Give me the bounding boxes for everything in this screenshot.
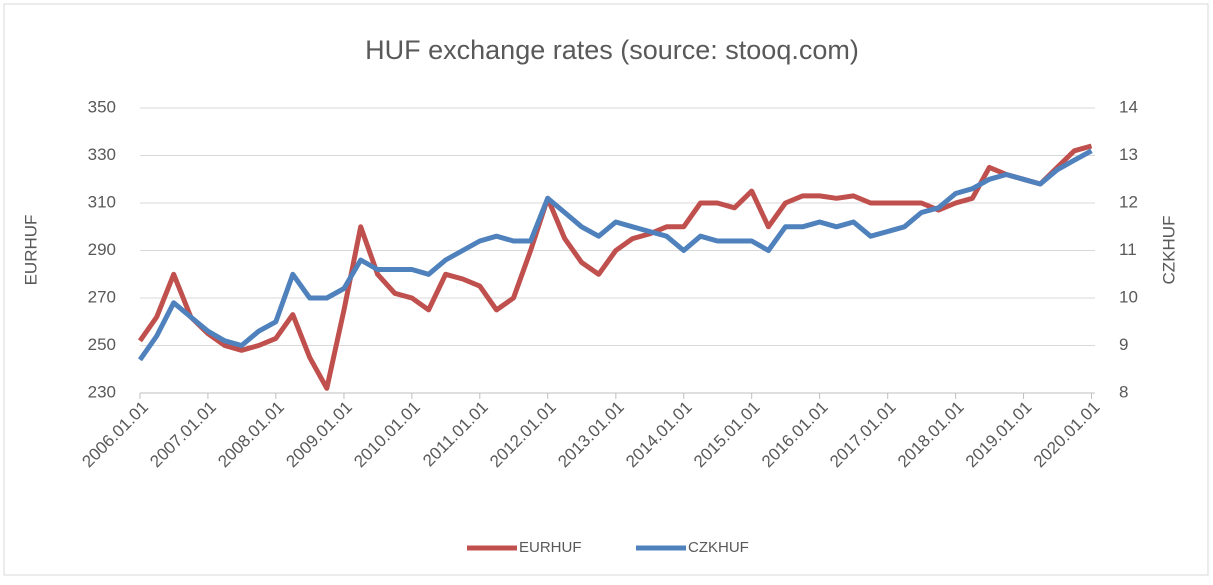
y-tick-label: 350 [88,97,116,116]
chart-border [3,3,1209,576]
y2-tick-label: 14 [1119,97,1138,116]
chart-title: HUF exchange rates (source: stooq.com) [365,35,859,65]
legend-label: CZKHUF [688,539,749,556]
y2-tick-label: 11 [1119,240,1137,259]
legend-label: EURHUF [519,539,582,556]
y2-axis-title: CZKHUF [1159,216,1178,285]
y2-tick-label: 9 [1119,335,1128,354]
y2-tick-label: 12 [1119,192,1138,211]
y2-tick-label: 10 [1119,287,1138,306]
data-line [137,148,1093,362]
y2-tick-label: 13 [1119,145,1138,164]
y-tick-label: 290 [88,240,116,259]
y-tick-label: 270 [88,287,116,306]
y-tick-label: 230 [88,382,116,401]
y-tick-label: 250 [88,335,116,354]
y-tick-label: 310 [88,192,116,211]
y2-tick-label: 8 [1119,382,1128,401]
y-tick-label: 330 [88,145,116,164]
y-axis-title: EURHUF [21,215,40,286]
